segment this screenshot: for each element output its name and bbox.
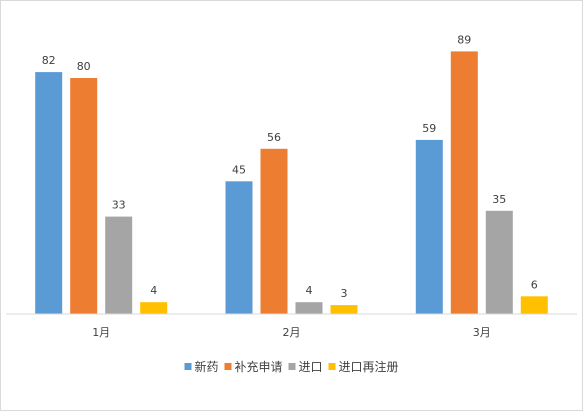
legend-item-series-3: 进口再注册 bbox=[328, 359, 399, 374]
x-axis-tick-labels: 1月 2月 3月 bbox=[92, 326, 491, 339]
legend-item-series-2: 进口 bbox=[288, 360, 323, 374]
bar-series-2-cat-2 bbox=[485, 210, 513, 315]
data-label-series-1-cat-1: 56 bbox=[267, 131, 281, 144]
data-label-series-3-cat-0: 4 bbox=[150, 284, 157, 297]
data-label-series-2-cat-2: 35 bbox=[492, 193, 506, 206]
legend-swatch-series-3 bbox=[328, 363, 336, 370]
x-tick-label-2: 3月 bbox=[473, 326, 491, 339]
x-tick-label-0: 1月 bbox=[92, 326, 110, 339]
data-label-series-2-cat-0: 33 bbox=[112, 199, 126, 212]
legend-swatch-series-0 bbox=[184, 363, 192, 370]
data-label-series-0-cat-1: 45 bbox=[232, 163, 246, 176]
bar-series-3-cat-1 bbox=[330, 305, 358, 314]
bars-group bbox=[35, 51, 548, 315]
legend-swatch-series-1 bbox=[224, 363, 232, 370]
legend-item-series-1: 补充申请 bbox=[224, 359, 283, 374]
data-label-series-1-cat-0: 80 bbox=[77, 60, 91, 73]
bar-series-1-cat-1 bbox=[260, 148, 288, 314]
data-label-series-1-cat-2: 89 bbox=[457, 33, 471, 46]
bar-series-3-cat-2 bbox=[520, 296, 548, 314]
data-label-series-3-cat-2: 6 bbox=[531, 278, 538, 291]
x-tick-label-1: 2月 bbox=[283, 326, 301, 339]
legend-label-series-2: 进口 bbox=[299, 360, 323, 374]
bar-series-0-cat-0 bbox=[35, 72, 63, 314]
data-labels-group: 82 80 33 4 45 56 4 3 59 89 35 6 bbox=[42, 33, 538, 300]
bar-series-2-cat-1 bbox=[295, 302, 323, 314]
legend-label-series-1: 补充申请 bbox=[235, 359, 283, 374]
bar-series-0-cat-2 bbox=[415, 139, 443, 314]
data-label-series-3-cat-1: 3 bbox=[341, 287, 348, 300]
legend-label-series-3: 进口再注册 bbox=[339, 359, 399, 374]
legend-item-series-0: 新药 bbox=[184, 359, 219, 374]
legend-label-series-0: 新药 bbox=[195, 359, 219, 374]
bar-series-0-cat-1 bbox=[225, 181, 253, 315]
bar-series-1-cat-2 bbox=[450, 51, 478, 315]
data-label-series-0-cat-0: 82 bbox=[42, 54, 56, 67]
legend-swatch-series-2 bbox=[288, 363, 296, 370]
data-label-series-2-cat-1: 4 bbox=[306, 284, 313, 297]
legend: 新药 补充申请 进口 进口再注册 bbox=[184, 359, 399, 374]
data-label-series-0-cat-2: 59 bbox=[422, 122, 436, 135]
bar-series-3-cat-0 bbox=[140, 302, 168, 314]
bar-series-1-cat-0 bbox=[70, 78, 98, 314]
bar-series-2-cat-0 bbox=[105, 216, 133, 314]
